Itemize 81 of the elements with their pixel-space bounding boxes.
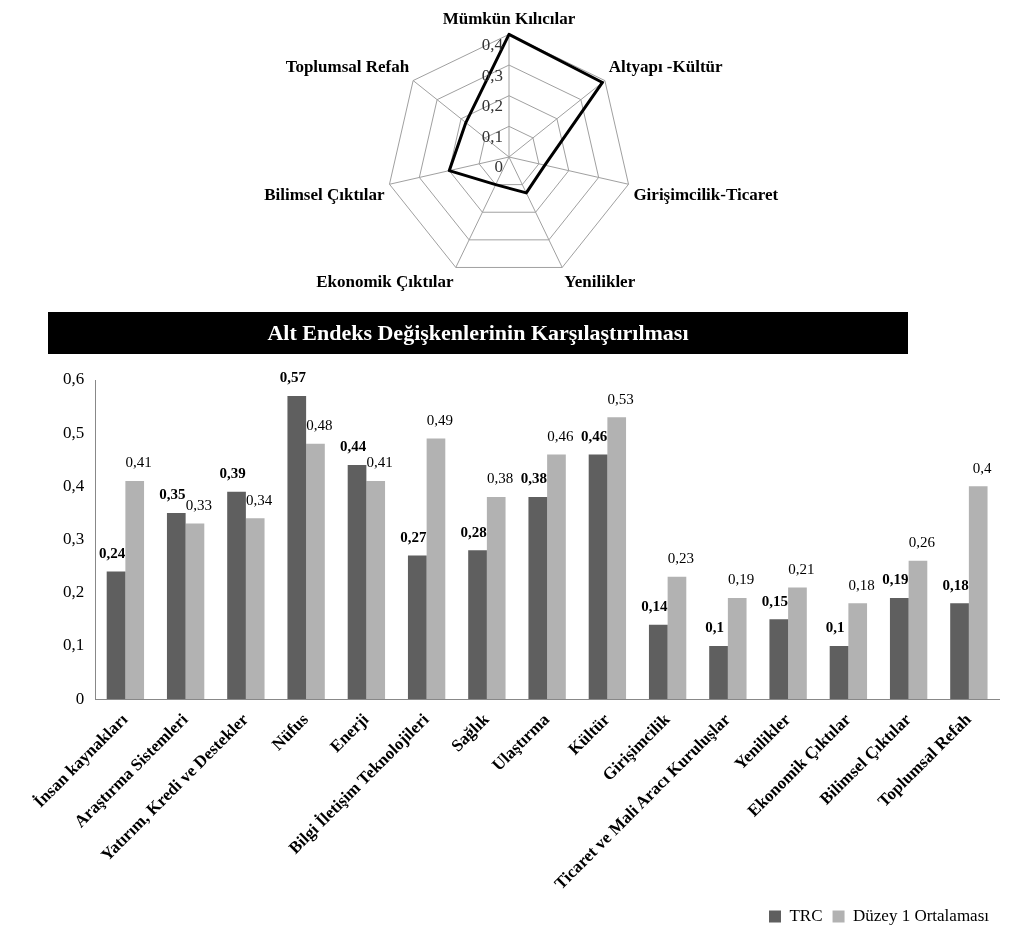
data-label: 0,21 <box>788 560 815 577</box>
bar <box>547 454 566 700</box>
chart-title: Alt Endeks Değişkenlerinin Karşılaştırılması <box>48 312 908 354</box>
bar <box>125 481 145 700</box>
data-label: 0,15 <box>761 592 788 609</box>
spoke-label: Mümkün Kılıcılar <box>442 8 576 28</box>
bar <box>366 481 386 700</box>
legend-label: TRC <box>789 905 823 925</box>
y-tick-label: 0,6 <box>63 369 85 389</box>
bar <box>227 491 246 700</box>
y-tick-label: 0,4 <box>63 475 85 495</box>
bar <box>306 443 325 700</box>
data-label: 0,46 <box>580 427 608 444</box>
spoke-label: Toplumsal Refah <box>285 56 410 76</box>
bar <box>407 555 427 700</box>
bar <box>788 587 807 700</box>
bar <box>166 512 186 700</box>
data-label: 0,38 <box>520 470 547 487</box>
bar <box>607 417 627 700</box>
bar <box>528 497 548 700</box>
bar <box>769 619 789 700</box>
spoke-label: Bilimsel Çıktılar <box>264 184 386 204</box>
y-tick-label: 0 <box>494 157 503 177</box>
data-label: 0,53 <box>607 390 634 407</box>
data-label: 0,19 <box>728 571 755 588</box>
data-label: 0,35 <box>159 486 186 503</box>
bar <box>426 438 446 700</box>
bar <box>829 645 849 700</box>
data-label: 0,48 <box>306 417 333 434</box>
data-label: 0,24 <box>98 544 126 561</box>
data-label: 0,1 <box>825 619 845 636</box>
data-label: 0,57 <box>279 369 307 386</box>
bar <box>468 550 487 700</box>
bar <box>667 576 687 700</box>
data-label: 0,38 <box>487 470 514 487</box>
bar <box>245 518 265 700</box>
data-label: 0,18 <box>848 576 875 593</box>
data-label: 0,18 <box>942 576 969 593</box>
data-label: 0,4 <box>972 459 993 476</box>
y-tick-label: 0,2 <box>481 96 503 116</box>
spoke-label: Altyapı -Kültür <box>608 56 724 76</box>
data-label: 0,33 <box>185 497 213 514</box>
bar <box>727 598 747 700</box>
data-label: 0,1 <box>705 619 724 636</box>
data-label: 0,27 <box>400 528 427 545</box>
bar <box>848 603 868 700</box>
data-label: 0,41 <box>366 454 393 471</box>
data-label: 0,26 <box>908 534 936 551</box>
bar <box>588 454 608 700</box>
y-tick-label: 0 <box>75 688 85 708</box>
spoke-label: Girişimcilik-Ticaret <box>633 184 779 204</box>
y-tick-label: 0,5 <box>63 422 85 442</box>
data-label: 0,44 <box>339 438 367 455</box>
y-tick-label: 0,2 <box>63 582 85 602</box>
y-tick-label: 0,4 <box>481 34 504 54</box>
data-label: 0,34 <box>246 491 273 508</box>
data-label: 0,14 <box>641 598 668 614</box>
data-label: 0,28 <box>460 523 487 540</box>
bar <box>709 645 728 700</box>
data-label: 0,23 <box>667 550 695 567</box>
data-label: 0,49 <box>426 411 454 428</box>
bar <box>106 571 126 700</box>
bar <box>889 598 909 700</box>
bar <box>486 497 506 700</box>
data-label: 0,46 <box>547 427 575 444</box>
y-tick-label: 0,3 <box>63 529 85 549</box>
y-tick-label: 0,1 <box>481 126 503 146</box>
legend-label: Düzey 1 Ortalaması <box>853 905 990 925</box>
bar <box>185 523 205 700</box>
bar <box>908 560 928 700</box>
spoke-label: Yenilikler <box>564 271 636 291</box>
bar <box>287 395 307 700</box>
data-label: 0,41 <box>125 454 152 471</box>
bar <box>950 603 969 700</box>
spoke-label: Ekonomik Çıktılar <box>316 271 455 291</box>
bar <box>648 624 668 700</box>
data-label: 0,19 <box>882 571 909 588</box>
data-label: 0,39 <box>219 465 246 482</box>
bar <box>968 486 988 700</box>
bar <box>347 465 367 700</box>
y-tick-label: 0,1 <box>63 635 85 655</box>
